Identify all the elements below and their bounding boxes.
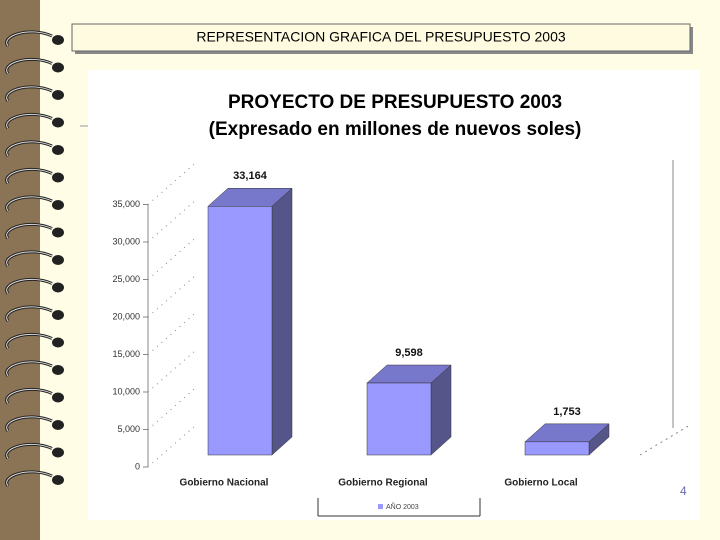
legend-swatch bbox=[378, 504, 383, 509]
y-tick-label: 5,000 bbox=[117, 424, 140, 434]
ring-hole bbox=[52, 392, 64, 403]
ring-hole bbox=[52, 255, 64, 265]
ring-hole bbox=[52, 420, 64, 430]
ring bbox=[6, 141, 53, 157]
ring-hole bbox=[52, 447, 64, 458]
ring-hole bbox=[52, 172, 64, 183]
legend-label: AÑO 2003 bbox=[386, 502, 419, 511]
floor-line bbox=[639, 424, 691, 456]
ring bbox=[6, 471, 53, 487]
y-tick-label: 15,000 bbox=[112, 349, 140, 359]
ring-hole bbox=[52, 475, 64, 485]
ring-hole bbox=[52, 90, 64, 100]
ring-hole bbox=[52, 310, 64, 320]
ring bbox=[6, 168, 53, 184]
ring-hole bbox=[52, 62, 64, 73]
ring-hole bbox=[52, 145, 64, 155]
ring-hole bbox=[52, 227, 64, 238]
ring bbox=[6, 333, 53, 349]
ring-hole bbox=[52, 337, 64, 348]
ring bbox=[6, 361, 53, 377]
ring bbox=[6, 278, 53, 294]
chart-subtitle: (Expresado en millones de nuevos soles) bbox=[209, 119, 582, 140]
x-tick-label: Gobierno Regional bbox=[338, 478, 428, 489]
ring-hole bbox=[52, 282, 64, 293]
ring-hole bbox=[52, 200, 64, 210]
ring bbox=[6, 196, 53, 212]
ring bbox=[6, 251, 53, 267]
page-number: 4 bbox=[680, 484, 687, 498]
ring bbox=[6, 306, 53, 322]
y-tick-label: 10,000 bbox=[112, 386, 140, 396]
value-label: 9,598 bbox=[395, 347, 423, 359]
bar bbox=[366, 382, 432, 456]
ring bbox=[6, 416, 53, 432]
ring-hole bbox=[52, 35, 64, 45]
slide-title: REPRESENTACION GRAFICA DEL PRESUPUESTO 2… bbox=[196, 29, 566, 45]
ring bbox=[6, 223, 53, 239]
bar-side bbox=[271, 187, 293, 456]
y-tick-label: 30,000 bbox=[112, 236, 140, 246]
y-tick-label: 25,000 bbox=[112, 274, 140, 284]
ring bbox=[6, 443, 53, 459]
ring bbox=[6, 388, 53, 404]
y-tick-label: 35,000 bbox=[112, 199, 140, 209]
spiral-binding bbox=[5, 30, 64, 487]
value-label: 1,753 bbox=[553, 406, 581, 418]
ring-hole bbox=[52, 365, 64, 375]
ring bbox=[6, 31, 53, 47]
ring bbox=[6, 86, 53, 102]
title-box bbox=[71, 23, 691, 52]
y-tick-label: 20,000 bbox=[112, 311, 140, 321]
x-tick-label: Gobierno Local bbox=[504, 478, 578, 489]
bar bbox=[207, 206, 273, 456]
chart-title: PROYECTO DE PRESUPUESTO 2003 bbox=[228, 92, 562, 113]
ring bbox=[6, 58, 53, 74]
x-tick-label: Gobierno Nacional bbox=[180, 478, 269, 489]
y-tick-label: 0 bbox=[135, 461, 140, 471]
bar bbox=[524, 441, 590, 456]
ring bbox=[6, 113, 53, 129]
ring-hole bbox=[52, 117, 64, 128]
value-label: 33,164 bbox=[233, 170, 268, 182]
